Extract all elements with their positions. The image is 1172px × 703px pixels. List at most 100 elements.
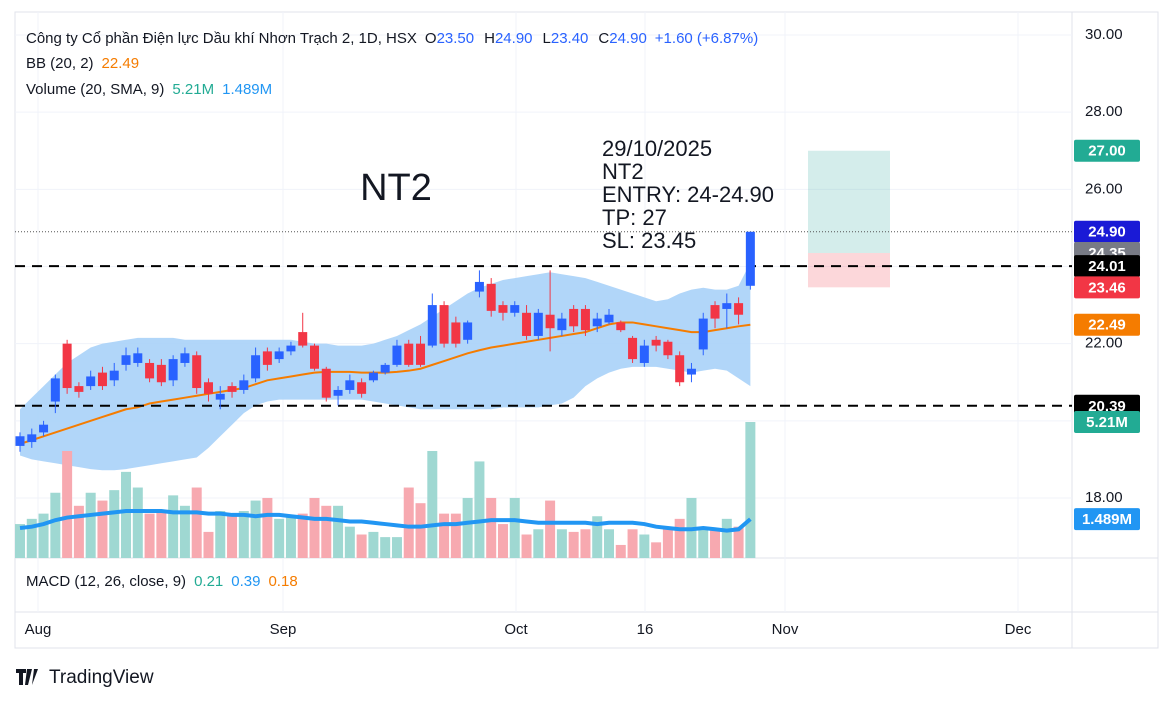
candle-body: [286, 345, 296, 352]
price-badge: [1074, 139, 1140, 162]
candle-body: [745, 231, 755, 286]
note-line: 29/10/2025: [602, 136, 712, 161]
price-badge: [1074, 411, 1140, 434]
volume-bar: [439, 513, 450, 558]
candle-body: [416, 343, 426, 365]
legend-name: BB (20, 2): [26, 55, 94, 72]
volume-bar: [415, 503, 426, 558]
candle-body: [628, 337, 638, 360]
candle-body: [215, 393, 225, 400]
legend-name: Volume (20, SMA, 9): [26, 81, 164, 98]
candle-body: [533, 312, 543, 336]
y-tick-label: 22.00: [1085, 335, 1123, 352]
candle-body: [734, 303, 744, 315]
volume-bar: [474, 461, 485, 558]
x-tick-label: 16: [637, 621, 654, 638]
candle-body: [392, 345, 402, 365]
volume-bar: [615, 544, 626, 558]
volume-bar: [121, 471, 132, 558]
volume-bar: [733, 526, 744, 558]
volume-bar: [662, 529, 673, 558]
candle-body: [698, 318, 708, 350]
volume-bar: [156, 511, 167, 558]
volume-bar: [486, 497, 497, 558]
candle-body: [427, 305, 437, 346]
volume-bar: [545, 500, 556, 558]
candle-body: [62, 343, 72, 389]
title: Công ty Cổ phần Điện lực Dầu khí Nhơn Tr…: [26, 30, 417, 47]
volume-bar: [321, 505, 332, 558]
ohlc-value: 24.90: [609, 30, 647, 47]
candle-body: [180, 353, 190, 363]
volume-bar: [191, 487, 202, 558]
candle-body: [97, 372, 107, 387]
volume-bar: [604, 529, 614, 558]
candle-body: [474, 281, 484, 292]
candle-body: [710, 305, 720, 319]
candle-body: [86, 376, 96, 387]
volume-bar: [132, 487, 143, 558]
candle-body: [545, 314, 555, 329]
legend-name: MACD (12, 26, close, 9): [26, 573, 186, 590]
candle-body: [675, 355, 685, 383]
volume-bar: [179, 505, 190, 558]
ohlc-key: O: [425, 30, 437, 47]
candle-body: [686, 368, 696, 375]
volume-bar: [333, 505, 344, 558]
x-tick-label: Nov: [772, 621, 799, 638]
candle-body: [616, 322, 626, 331]
volume-bar: [97, 500, 108, 558]
ohlc-key: H: [484, 30, 495, 47]
candle-body: [27, 434, 37, 443]
volume-bar: [497, 524, 508, 558]
volume-bar: [144, 513, 155, 558]
price-badge-label: 1.489M: [1082, 511, 1132, 528]
volume-bar: [297, 513, 308, 558]
volume-bar: [745, 422, 756, 558]
candle-body: [168, 359, 178, 381]
volume-bar: [639, 534, 650, 558]
volume-bar: [168, 495, 179, 558]
price-badge: [1074, 220, 1140, 243]
volume-bar: [15, 524, 25, 558]
candle-body: [368, 372, 378, 381]
candle-body: [439, 305, 449, 344]
candle-body: [262, 351, 272, 365]
price-badge-label: 24.90: [1088, 224, 1126, 241]
volume-bar: [710, 529, 721, 558]
volume-bar: [285, 516, 296, 558]
candle-body: [722, 303, 732, 309]
candle-body: [557, 318, 567, 331]
candle-body: [333, 389, 343, 396]
candle-body: [109, 370, 119, 381]
candle-body: [651, 339, 661, 346]
volume-bar: [580, 529, 591, 558]
note-line: ENTRY: 24-24.90: [602, 182, 774, 207]
volume-bar: [533, 529, 544, 558]
symbol-label: NT2: [360, 167, 432, 209]
candle-body: [592, 318, 602, 327]
candle-body: [498, 305, 508, 313]
volume-bar: [674, 518, 685, 558]
candle-body: [39, 424, 49, 433]
legend-value: 1.489M: [222, 81, 272, 98]
volume-bar: [403, 487, 414, 558]
volume-bar: [521, 534, 532, 558]
price-badge: [1074, 255, 1140, 278]
candle-body: [486, 283, 496, 311]
legend-value: 22.49: [102, 55, 140, 72]
volume-bar: [368, 531, 379, 558]
logo-icon: [16, 669, 38, 685]
note-line: SL: 23.45: [602, 228, 696, 253]
volume-sma: [19, 509, 752, 533]
change: +1.60 (+6.87%): [655, 30, 758, 47]
brand: TradingView: [49, 667, 154, 688]
volume-bar: [203, 531, 214, 558]
volume-bar: [85, 492, 96, 558]
volume-bar: [38, 513, 49, 558]
candle-body: [604, 314, 614, 323]
y-tick-label: 18.00: [1085, 489, 1123, 506]
candle-body: [203, 382, 213, 394]
